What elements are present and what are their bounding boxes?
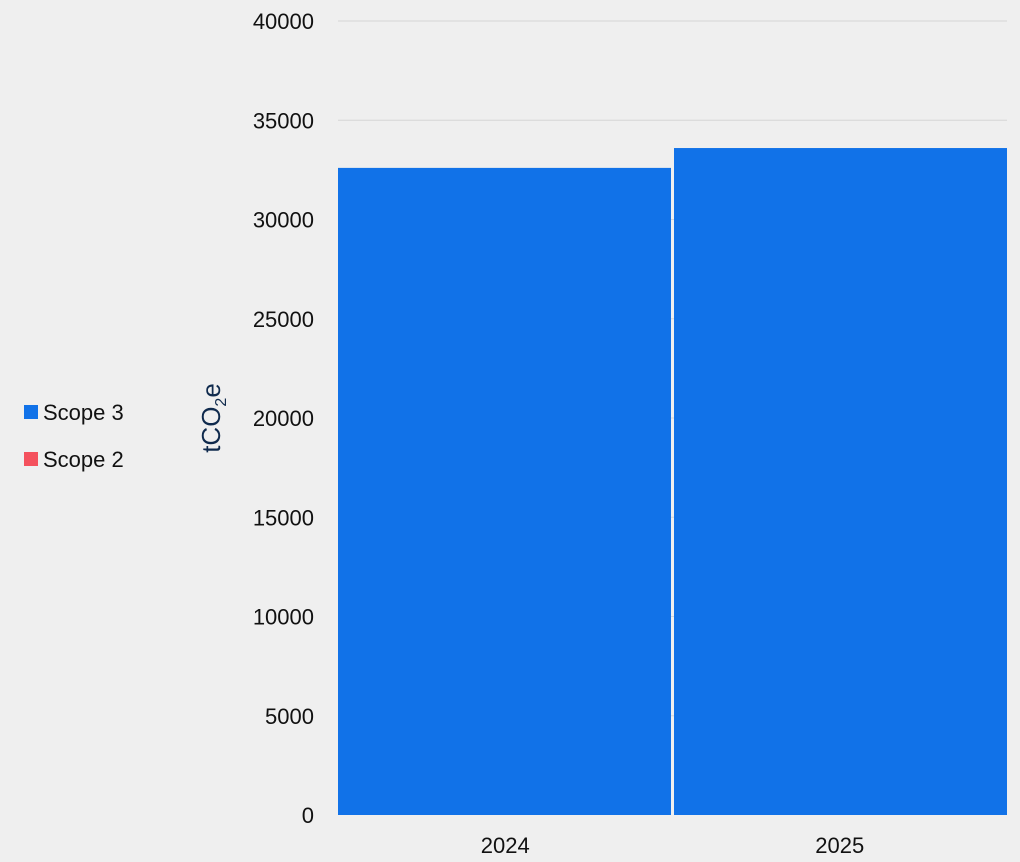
y-tick-label: 0: [302, 803, 314, 828]
legend-swatch: [24, 452, 38, 466]
legend: Scope 3 Scope 2: [24, 400, 124, 472]
x-axis-ticks: 2024 2025: [481, 833, 864, 858]
y-axis-ticks: 0 5000 10000 15000 20000 25000 30000 35000 40000: [253, 9, 314, 828]
legend-swatch: [24, 405, 38, 419]
y-tick-label: 10000: [253, 605, 314, 630]
y-tick-label: 30000: [253, 208, 314, 233]
y-axis-label-suffix: e: [196, 383, 226, 397]
legend-item: Scope 2: [24, 447, 124, 472]
legend-label: Scope 2: [43, 447, 124, 472]
y-axis-label: tCO2e: [196, 383, 230, 453]
legend-item: Scope 3: [24, 400, 124, 425]
y-tick-label: 5000: [265, 704, 314, 729]
y-tick-label: 35000: [253, 108, 314, 133]
x-tick-label: 2024: [481, 833, 530, 858]
y-tick-label: 20000: [253, 406, 314, 431]
x-tick-label: 2025: [815, 833, 864, 858]
y-tick-label: 25000: [253, 307, 314, 332]
y-tick-label: 15000: [253, 505, 314, 530]
bars: [338, 148, 1007, 816]
bar-2024-scope-3: [338, 167, 671, 815]
legend-label: Scope 3: [43, 400, 124, 425]
y-axis-label-main: tCO: [196, 407, 226, 453]
y-tick-label: 40000: [253, 9, 314, 34]
bar-2025-scope-3: [674, 148, 1007, 816]
y-axis-label-sub: 2: [213, 398, 230, 407]
